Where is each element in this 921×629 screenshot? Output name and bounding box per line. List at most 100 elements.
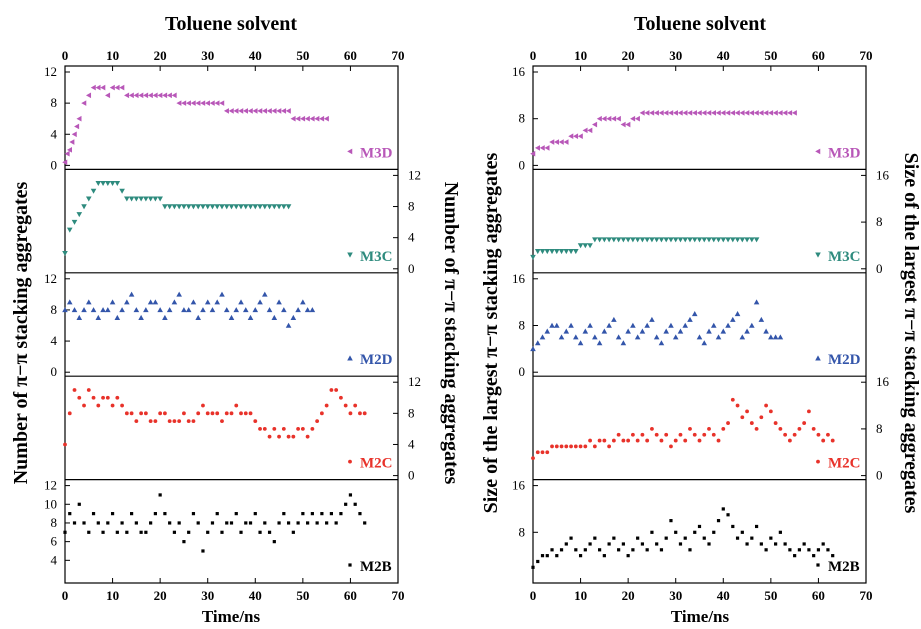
data-point: [286, 434, 291, 439]
data-point: [242, 204, 249, 210]
data-point: [223, 108, 229, 114]
data-point: [296, 521, 300, 525]
y-tick-label: 8: [519, 318, 526, 333]
data-point: [209, 307, 216, 313]
data-point: [348, 493, 353, 497]
data-point: [735, 403, 740, 408]
data-point: [639, 328, 646, 334]
data-point: [339, 512, 343, 516]
data-point: [182, 411, 186, 416]
data-point: [739, 110, 745, 116]
data-point: [96, 521, 100, 525]
data-point: [138, 196, 144, 202]
data-point: [176, 291, 182, 297]
data-point: [181, 100, 187, 106]
x-tick-label: 20: [154, 588, 167, 603]
data-point: [687, 110, 693, 116]
data-point: [128, 196, 135, 202]
data-point: [649, 316, 655, 322]
data-point: [530, 254, 536, 260]
data-point: [200, 307, 206, 313]
y-tick-label: 0: [876, 261, 883, 276]
data-point: [783, 432, 788, 437]
data-point: [649, 110, 655, 116]
data-point: [248, 411, 253, 416]
data-point: [534, 249, 541, 255]
data-point: [76, 212, 83, 218]
data-point: [635, 438, 640, 443]
data-point: [793, 554, 797, 558]
data-point: [749, 110, 755, 116]
x-tick-label: 40: [249, 588, 262, 603]
data-point: [62, 250, 68, 257]
data-point: [645, 548, 649, 552]
data-point: [290, 314, 297, 320]
data-point: [81, 307, 87, 313]
data-point: [531, 565, 535, 569]
legend-label: M2C: [828, 456, 861, 472]
data-point: [91, 395, 96, 400]
legend-label: M3D: [828, 145, 861, 161]
data-point: [707, 542, 711, 546]
data-point: [559, 444, 564, 449]
x-tick-label-top: 70: [392, 48, 405, 63]
data-point: [129, 411, 134, 416]
data-point: [720, 237, 727, 243]
x-tick-label-top: 10: [106, 48, 119, 63]
data-point: [339, 395, 343, 400]
legend-label: M3D: [360, 145, 393, 161]
data-point: [191, 512, 196, 516]
data-point: [715, 334, 722, 340]
data-point: [750, 536, 754, 540]
data-point: [81, 204, 87, 210]
data-point: [248, 521, 253, 525]
data-point: [673, 438, 678, 443]
data-point: [134, 419, 139, 424]
data-point: [593, 536, 597, 540]
data-point: [252, 204, 259, 210]
y-tick-label: 16: [876, 374, 890, 389]
data-point: [100, 84, 106, 91]
x-tick-label-top: 40: [717, 48, 730, 63]
left-chart-xlabel: Time/ns: [202, 607, 261, 626]
data-point: [826, 548, 830, 552]
data-point: [171, 299, 178, 305]
data-point: [782, 110, 788, 116]
data-point: [563, 249, 570, 255]
data-point: [63, 442, 67, 447]
data-point: [663, 110, 669, 116]
data-point: [238, 204, 244, 210]
data-point: [271, 314, 278, 320]
data-point: [644, 237, 650, 243]
data-point: [535, 450, 540, 455]
data-point: [797, 548, 801, 552]
legend-marker: [347, 148, 353, 155]
data-point: [731, 524, 735, 529]
x-axis: 0 0 10 10 20 20 30 30 40 40 50 50 60 60 70 70: [62, 48, 405, 603]
left-chart-ylabel-left: Number of π−π stacking aggregates: [10, 182, 32, 485]
plot-frame: [64, 65, 399, 584]
data-point: [95, 84, 101, 91]
data-point: [807, 409, 811, 414]
data-point: [100, 180, 106, 186]
y-tick-label: 4: [51, 333, 58, 348]
data-point: [82, 403, 86, 408]
legend-marker: [816, 459, 820, 464]
data-point: [720, 328, 727, 334]
data-point: [592, 237, 598, 243]
data-point: [677, 328, 684, 334]
data-point: [601, 328, 608, 334]
y-tick-label: 16: [512, 271, 526, 286]
legend-label: M2D: [828, 352, 861, 368]
data-point: [109, 84, 115, 91]
data-point: [358, 512, 362, 516]
data-point: [258, 427, 262, 431]
data-point: [204, 299, 211, 305]
data-point: [281, 204, 287, 210]
data-point: [162, 92, 168, 99]
data-point: [285, 204, 292, 210]
data-point: [282, 512, 286, 516]
data-point: [602, 554, 606, 558]
data-point: [721, 427, 726, 431]
y-tick-label: 0: [876, 468, 883, 483]
